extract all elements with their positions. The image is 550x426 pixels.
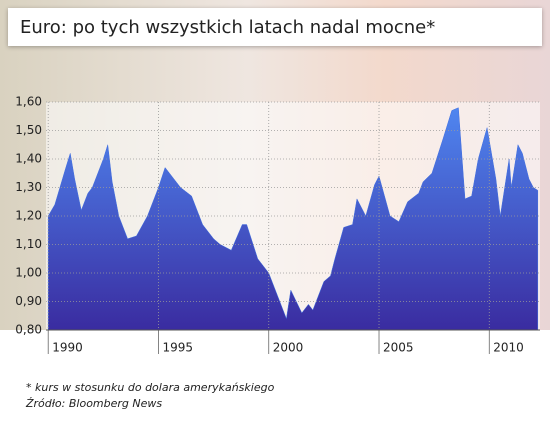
x-tick-label: 1990 [52, 341, 83, 355]
y-tick-label: 1,10 [15, 237, 42, 251]
y-tick-label: 1,50 [15, 123, 42, 137]
y-tick-label: 0,80 [15, 323, 42, 337]
x-tick-label: 1995 [162, 341, 193, 355]
x-tick-label: 2005 [383, 341, 414, 355]
title-box [8, 8, 542, 46]
y-tick-label: 1,40 [15, 152, 42, 166]
y-tick-label: 1,20 [15, 209, 42, 223]
footnote: * kurs w stosunku do dolara amerykańskie… [26, 381, 275, 394]
source: Źródło: Bloomberg News [25, 397, 162, 410]
footer-band [0, 330, 550, 426]
x-tick-label: 2000 [273, 341, 304, 355]
area [47, 107, 539, 331]
chart-title: Euro: po tych wszystkich latach nadal mo… [20, 17, 435, 38]
x-tick-label: 2010 [493, 341, 524, 355]
y-tick-label: 1,00 [15, 266, 42, 280]
y-tick-label: 1,60 [15, 95, 42, 109]
y-tick-label: 0,90 [15, 294, 42, 308]
y-tick-label: 1,30 [15, 180, 42, 194]
